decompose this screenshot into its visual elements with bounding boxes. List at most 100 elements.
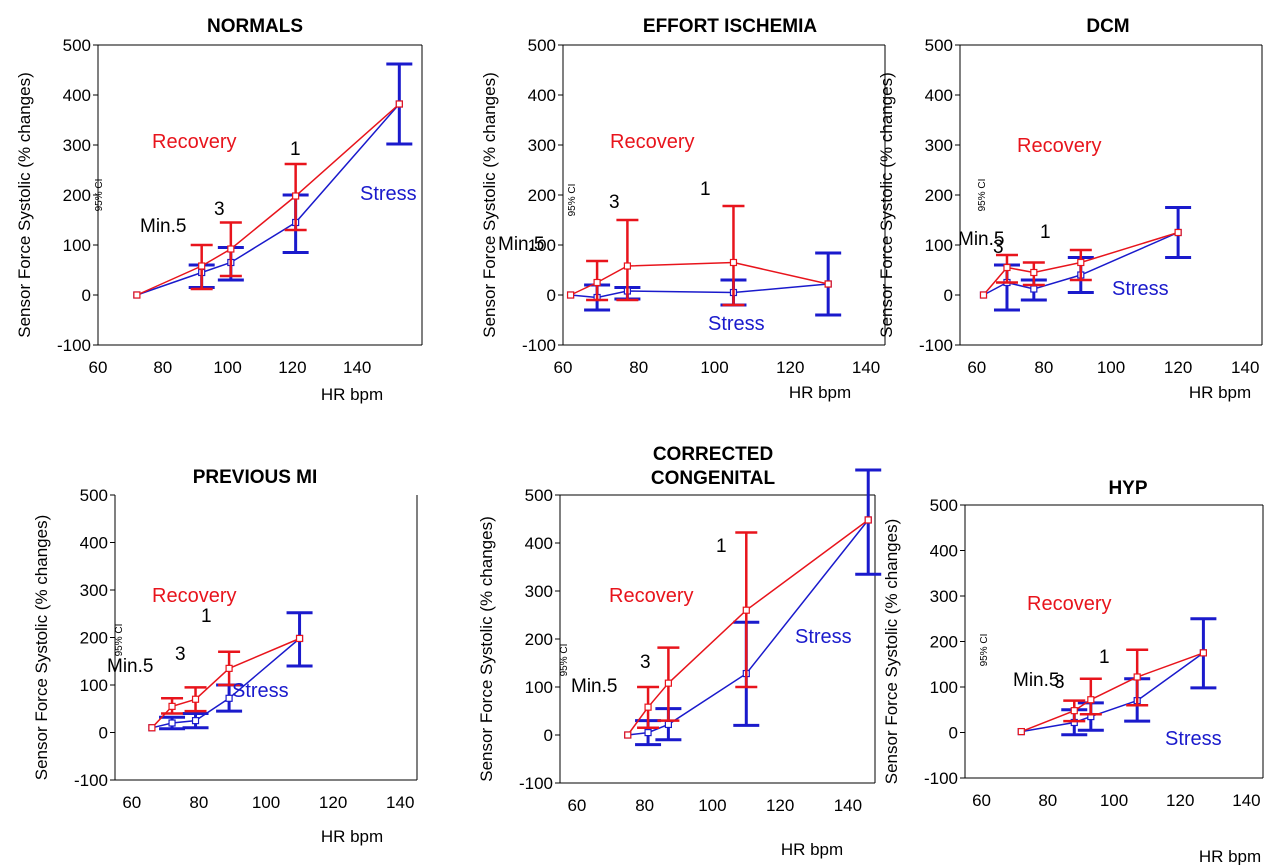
y-tick-label: 400	[930, 542, 958, 561]
y-axis-title: Sensor Force Systolic (% changes)	[32, 515, 51, 781]
x-axis-title: HR bpm	[789, 383, 851, 402]
y-tick-label: 100	[528, 236, 556, 255]
x-tick-label: 60	[967, 358, 986, 377]
recovery-line	[1021, 652, 1204, 733]
recovery-point	[1017, 727, 1025, 736]
annotation-min3: 3	[993, 237, 1004, 258]
y-tick-label: 0	[82, 286, 91, 305]
y-tick-label: 300	[63, 136, 91, 155]
y-tick-label: 300	[930, 587, 958, 606]
y-tick-label: 0	[944, 286, 953, 305]
x-tick-label: 120	[1164, 358, 1192, 377]
y-tick-label: 300	[528, 136, 556, 155]
y-tick-label: -100	[74, 771, 108, 790]
recovery-point	[742, 606, 750, 614]
x-tick-label: 140	[343, 358, 371, 377]
recovery-series-label: Recovery	[610, 131, 694, 153]
y-tick-label: 200	[930, 633, 958, 652]
y-tick-label: 200	[925, 186, 953, 205]
chart-title: DCM	[1086, 16, 1129, 37]
x-tick-label: 100	[213, 358, 241, 377]
annotation-min3: 3	[214, 199, 225, 220]
recovery-point	[1030, 268, 1038, 277]
x-tick-label: 60	[89, 358, 108, 377]
recovery-point	[664, 679, 672, 687]
x-tick-label: 60	[567, 796, 586, 815]
y-axis-title: Sensor Force Systolic (% changes)	[877, 72, 896, 338]
x-tick-label: 100	[700, 358, 728, 377]
recovery-series-label: Recovery	[1027, 593, 1111, 615]
y-axis-title: Sensor Force Systolic (% changes)	[15, 72, 34, 338]
x-tick-label: 100	[1097, 358, 1125, 377]
x-tick-label: 60	[554, 358, 573, 377]
y-tick-label: 400	[525, 534, 553, 553]
recovery-series-label: Recovery	[152, 585, 236, 607]
recovery-point	[864, 516, 872, 524]
stress-series-label: Stress	[795, 626, 852, 648]
recovery-point	[623, 262, 632, 270]
recovery-point	[198, 262, 206, 270]
y-tick-label: 500	[80, 486, 108, 505]
y-tick-label: 500	[925, 36, 953, 55]
recovery-point	[1003, 263, 1011, 272]
x-tick-label: 80	[1034, 358, 1053, 377]
x-tick-label: 140	[1232, 791, 1260, 810]
recovery-point	[1174, 228, 1182, 237]
x-tick-label: 80	[1038, 791, 1057, 810]
annotation-min3: 3	[609, 192, 620, 213]
recovery-series-label: Recovery	[152, 131, 236, 153]
recovery-point	[729, 258, 738, 267]
x-tick-label: 140	[386, 793, 414, 812]
y-tick-label: 300	[80, 581, 108, 600]
ci-label: 95% CI	[559, 644, 570, 677]
annotation-min5: Min.5	[571, 676, 617, 697]
stress-point	[664, 720, 672, 729]
annotation-min5: Min.5	[498, 234, 544, 255]
stress-series-label: Stress	[708, 313, 765, 335]
chart-panel-5: CORRECTED CONGENITAL 500 400 300 200 100 0 -100 6…	[477, 444, 882, 859]
chart-panel-6: HYP 500 400 300 200 100 0 -100 60 80 100 120 140 HR b…	[882, 478, 1264, 865]
chart-panel-1: NORMALS 500 400 300 200 100 0 -100 60 80 100 120 140…	[15, 16, 423, 404]
chart-title: PREVIOUS MI	[193, 467, 318, 488]
y-tick-label: 0	[949, 724, 958, 743]
chart-title: HYP	[1108, 478, 1147, 499]
annotation-min3: 3	[640, 652, 651, 673]
x-axis-title: HR bpm	[1199, 847, 1261, 865]
y-tick-label: 500	[930, 496, 958, 515]
y-tick-label: 400	[528, 86, 556, 105]
recovery-point	[133, 291, 141, 299]
y-tick-label: 100	[930, 678, 958, 697]
x-tick-label: 120	[766, 796, 794, 815]
stress-point	[225, 694, 233, 702]
chart-title: NORMALS	[207, 16, 303, 37]
chart-title: EFFORT ISCHEMIA	[643, 16, 817, 37]
stress-point	[644, 728, 652, 737]
x-tick-label: 60	[122, 793, 141, 812]
x-tick-label: 80	[153, 358, 172, 377]
recovery-point	[148, 724, 156, 732]
x-tick-label: 60	[972, 791, 991, 810]
annotation-min5: Min.5	[1013, 670, 1059, 691]
stress-point	[168, 719, 176, 727]
x-tick-label: 140	[852, 358, 880, 377]
stress-series-label: Stress	[1112, 278, 1169, 300]
y-tick-label: 0	[544, 726, 553, 745]
x-tick-label: 120	[278, 358, 306, 377]
x-tick-label: 140	[834, 796, 862, 815]
recovery-point	[624, 731, 632, 739]
x-tick-label: 80	[629, 358, 648, 377]
chart-panel-3: DCM 500 400 300 200 100 0 -100 60 80 100 120 140 HR b…	[877, 16, 1263, 402]
chart-title-line: CONGENITAL	[651, 468, 776, 489]
y-tick-label: 0	[99, 724, 108, 743]
y-tick-label: 0	[547, 286, 556, 305]
recovery-line	[570, 261, 829, 296]
recovery-point	[1199, 649, 1208, 657]
y-tick-label: 100	[80, 676, 108, 695]
annotation-min3: 3	[175, 644, 186, 665]
chart-title-line: CORRECTED	[653, 444, 773, 465]
stress-line	[1021, 652, 1204, 733]
x-tick-label: 140	[1231, 358, 1259, 377]
ci-label: 95% CI	[979, 634, 990, 667]
stress-point	[1030, 285, 1038, 293]
y-tick-label: 200	[63, 186, 91, 205]
